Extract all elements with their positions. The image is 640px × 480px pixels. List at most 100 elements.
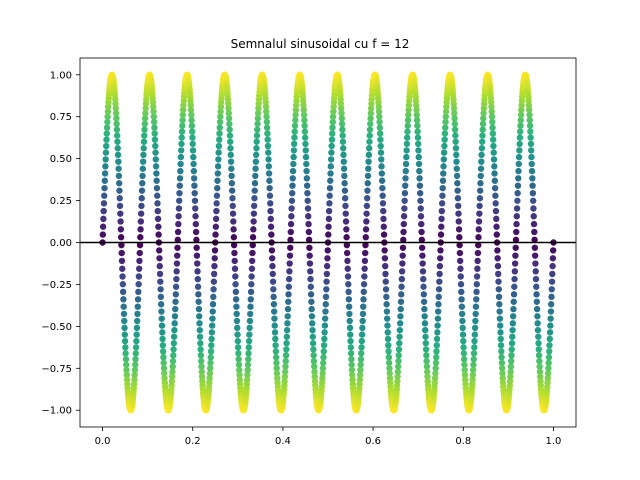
data-point [215,142,223,150]
data-point [305,220,312,228]
data-point [362,249,369,257]
data-point [231,249,238,257]
data-point [453,151,460,159]
data-point [253,132,261,139]
data-point [494,255,501,262]
data-point [507,373,514,380]
data-point [441,142,448,150]
data-point [121,317,128,325]
data-point [115,158,122,165]
data-point [328,142,335,150]
data-point [321,322,329,329]
data-point [497,329,504,336]
data-point [434,322,441,329]
data-point [263,118,271,126]
data-point [498,354,505,361]
data-point [229,195,236,202]
data-point [254,115,262,122]
data-point [306,260,314,267]
data-point [121,324,128,332]
data-point [197,352,205,359]
data-point [460,356,468,363]
data-point [535,352,543,359]
data-point [451,115,458,122]
data-point [495,286,502,293]
data-point [302,153,310,161]
data-point [249,241,256,249]
y-tick-label: −1.00 [41,406,72,417]
data-point [157,293,165,301]
data-point [227,151,234,159]
data-point [385,359,393,367]
data-point [113,115,120,122]
data-point [157,278,164,285]
data-point [423,357,430,365]
data-point [479,120,487,128]
data-point [361,265,368,272]
data-point [265,163,273,170]
data-point [270,308,278,315]
data-point [400,213,408,220]
data-point [306,252,313,259]
data-point [155,223,162,230]
data-point [436,278,443,285]
data-point [249,234,257,241]
data-point [177,153,185,161]
data-point [135,265,143,272]
data-point [134,317,141,325]
data-point [477,180,484,187]
data-point [330,108,337,115]
data-point [304,205,312,212]
data-point [171,326,178,334]
data-point [233,317,241,325]
data-point [172,298,179,305]
data-point [546,348,553,355]
data-point [190,160,197,168]
data-point [415,153,422,161]
data-point [282,357,289,365]
x-tick-label: 1.0 [546,436,562,447]
data-point [422,326,429,334]
data-point [137,234,144,241]
data-point [228,180,236,187]
data-point [230,226,237,233]
data-point [103,142,110,150]
data-point [357,356,365,363]
data-point [498,365,506,372]
data-point [139,172,146,180]
data-point [302,147,309,154]
data-point [517,128,524,135]
data-point [329,118,336,126]
data-point [264,130,271,137]
data-point [152,156,160,163]
data-point [420,291,428,298]
data-point [196,326,203,334]
data-point [172,305,179,313]
data-point [309,326,316,334]
data-point [209,315,216,322]
data-point [365,145,373,152]
data-point [208,342,215,349]
data-point [440,149,448,156]
data-point [536,363,543,370]
data-point [361,257,369,265]
data-point [495,293,503,301]
data-point [489,124,496,131]
data-point [528,167,536,175]
data-point [418,228,425,236]
data-point [510,291,518,298]
data-point [117,226,125,233]
data-point [416,167,423,175]
data-point [103,124,111,131]
data-point [187,102,194,109]
data-point [421,320,429,327]
data-point [188,122,196,129]
data-point [120,303,127,310]
data-point [155,231,162,238]
data-point [424,373,431,380]
data-point [384,322,391,329]
data-point [321,315,329,322]
data-point [342,210,349,217]
data-point [358,350,365,357]
data-point [456,249,464,257]
